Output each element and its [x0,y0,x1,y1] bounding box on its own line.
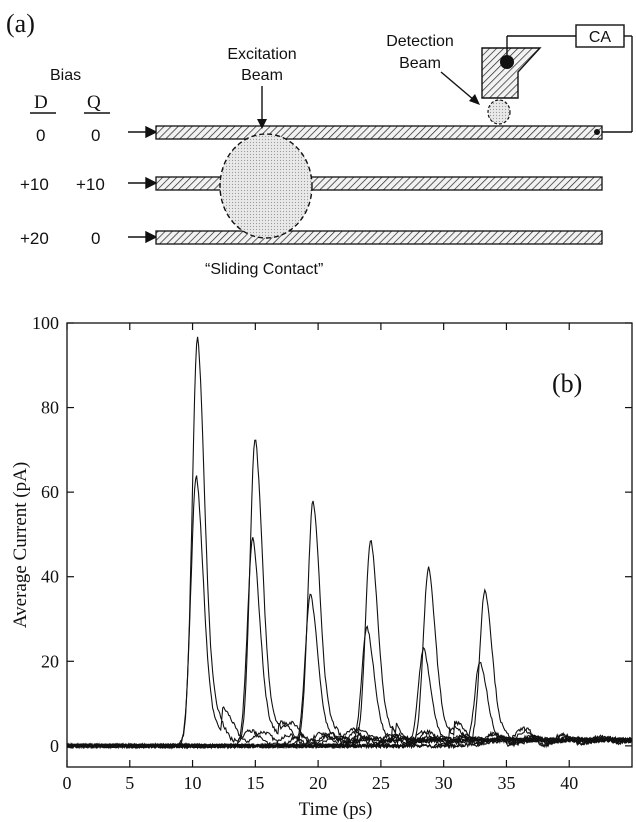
chart-b: 0 20 40 60 80 100 0 5 10 15 20 25 30 35 40 (b) Time (… [10,313,633,820]
y-tick-label: 100 [32,313,59,333]
line-top [155,125,603,140]
trace-b-5 [67,646,632,750]
bias-row1-d: 0 [36,126,45,145]
panel-label-a: (a) [6,9,35,38]
x-tick-label: 5 [125,773,134,793]
detection-label-1: Detection [386,33,454,50]
sliding-contact-label: “Sliding Contact” [205,261,323,278]
diagram-a: (a) Bias D Q 0 0 +10 +10 +20 0 Excitatio… [6,9,633,278]
trace-b-1 [67,475,632,750]
trace-b-6 [67,661,632,750]
x-tick-label: 0 [63,773,72,793]
bias-title: Bias [50,67,81,84]
bias-row2-d: +10 [20,175,49,194]
detection-probe [481,47,542,99]
bias-row2-q: +10 [76,175,105,194]
bias-row3-q: 0 [91,229,100,248]
line-middle-right [309,176,603,191]
trace-b-2 [67,537,632,750]
ca-label: CA [589,29,612,46]
trace-a-1 [67,336,632,750]
bias-row3-d: +20 [20,229,49,248]
trace-a-3 [67,500,632,750]
excitation-label-2: Beam [241,67,283,84]
plot-frame [66,322,633,768]
x-tick-label: 10 [184,773,202,793]
x-tick-label: 35 [497,773,515,793]
x-axis-label: Time (ps) [299,799,373,820]
x-tick-label: 40 [560,773,578,793]
trace-a-2 [67,439,632,750]
trace-b-4 [67,625,632,750]
detection-spot [487,99,511,125]
excitation-arrow [257,119,267,129]
y-tick-label: 20 [41,651,59,671]
detection-label-2: Beam [399,55,441,72]
bias-col-d: D [34,92,48,113]
trace-b-3 [67,593,632,750]
bias-col-q: Q [87,92,101,113]
y-tick-label: 60 [41,482,59,502]
y-tick-label: 0 [50,736,59,756]
excitation-spot [219,133,313,239]
detection-arrow [469,94,480,105]
y-tick-label: 80 [41,398,59,418]
y-axis-label: Average Current (pA) [10,462,31,628]
panel-label-b: (b) [552,369,582,398]
trace-a-5 [67,566,632,750]
x-tick-label: 20 [309,773,327,793]
trace-a-4 [67,540,632,750]
line-middle-left [155,176,223,191]
line-bottom [155,230,603,245]
bias-row1-q: 0 [91,126,100,145]
x-tick-label: 15 [246,773,264,793]
y-tick-label: 40 [41,567,59,587]
trace-a-6 [67,588,632,750]
excitation-label-1: Excitation [227,46,296,63]
x-tick-label: 25 [372,773,390,793]
x-tick-label: 30 [435,773,453,793]
